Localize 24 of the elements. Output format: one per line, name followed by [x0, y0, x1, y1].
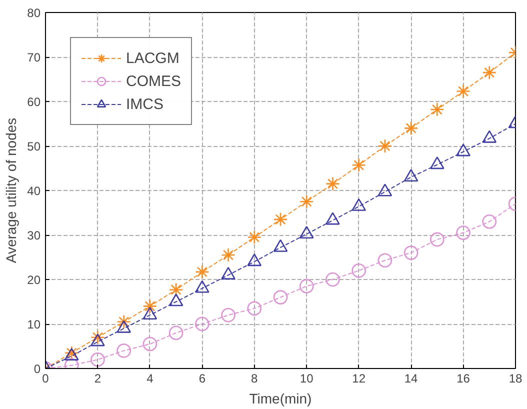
x-tick-label: 8 — [251, 372, 258, 386]
y-axis-title: Average utility of nodes — [3, 118, 20, 264]
y-tick-label: 40 — [27, 184, 41, 198]
x-tick-label: 10 — [300, 372, 314, 386]
x-tick-label: 16 — [456, 372, 470, 386]
y-tick-label: 0 — [34, 362, 41, 376]
x-tick-label: 12 — [352, 372, 366, 386]
x-tick-label: 4 — [146, 372, 154, 386]
x-axis-title: Time(min) — [249, 390, 312, 406]
y-tick-label: 80 — [27, 6, 41, 20]
x-tick-label: 6 — [198, 372, 206, 386]
legend-label: COMES — [126, 72, 182, 90]
legend-label: LACGM — [126, 50, 180, 66]
y-tick-label: 10 — [27, 318, 41, 332]
x-tick-label: 14 — [404, 372, 418, 386]
y-tick-label: 70 — [27, 50, 41, 64]
y-tick-label: 60 — [27, 95, 41, 109]
y-tick-label: 20 — [27, 273, 41, 287]
y-tick-label: 50 — [27, 140, 41, 154]
x-tick-label: 18 — [508, 372, 522, 386]
x-tick-label: 2 — [94, 372, 102, 386]
y-tick-label: 30 — [27, 228, 41, 242]
x-tick-label: 0 — [42, 372, 50, 386]
legend-label: IMCS — [126, 96, 164, 112]
